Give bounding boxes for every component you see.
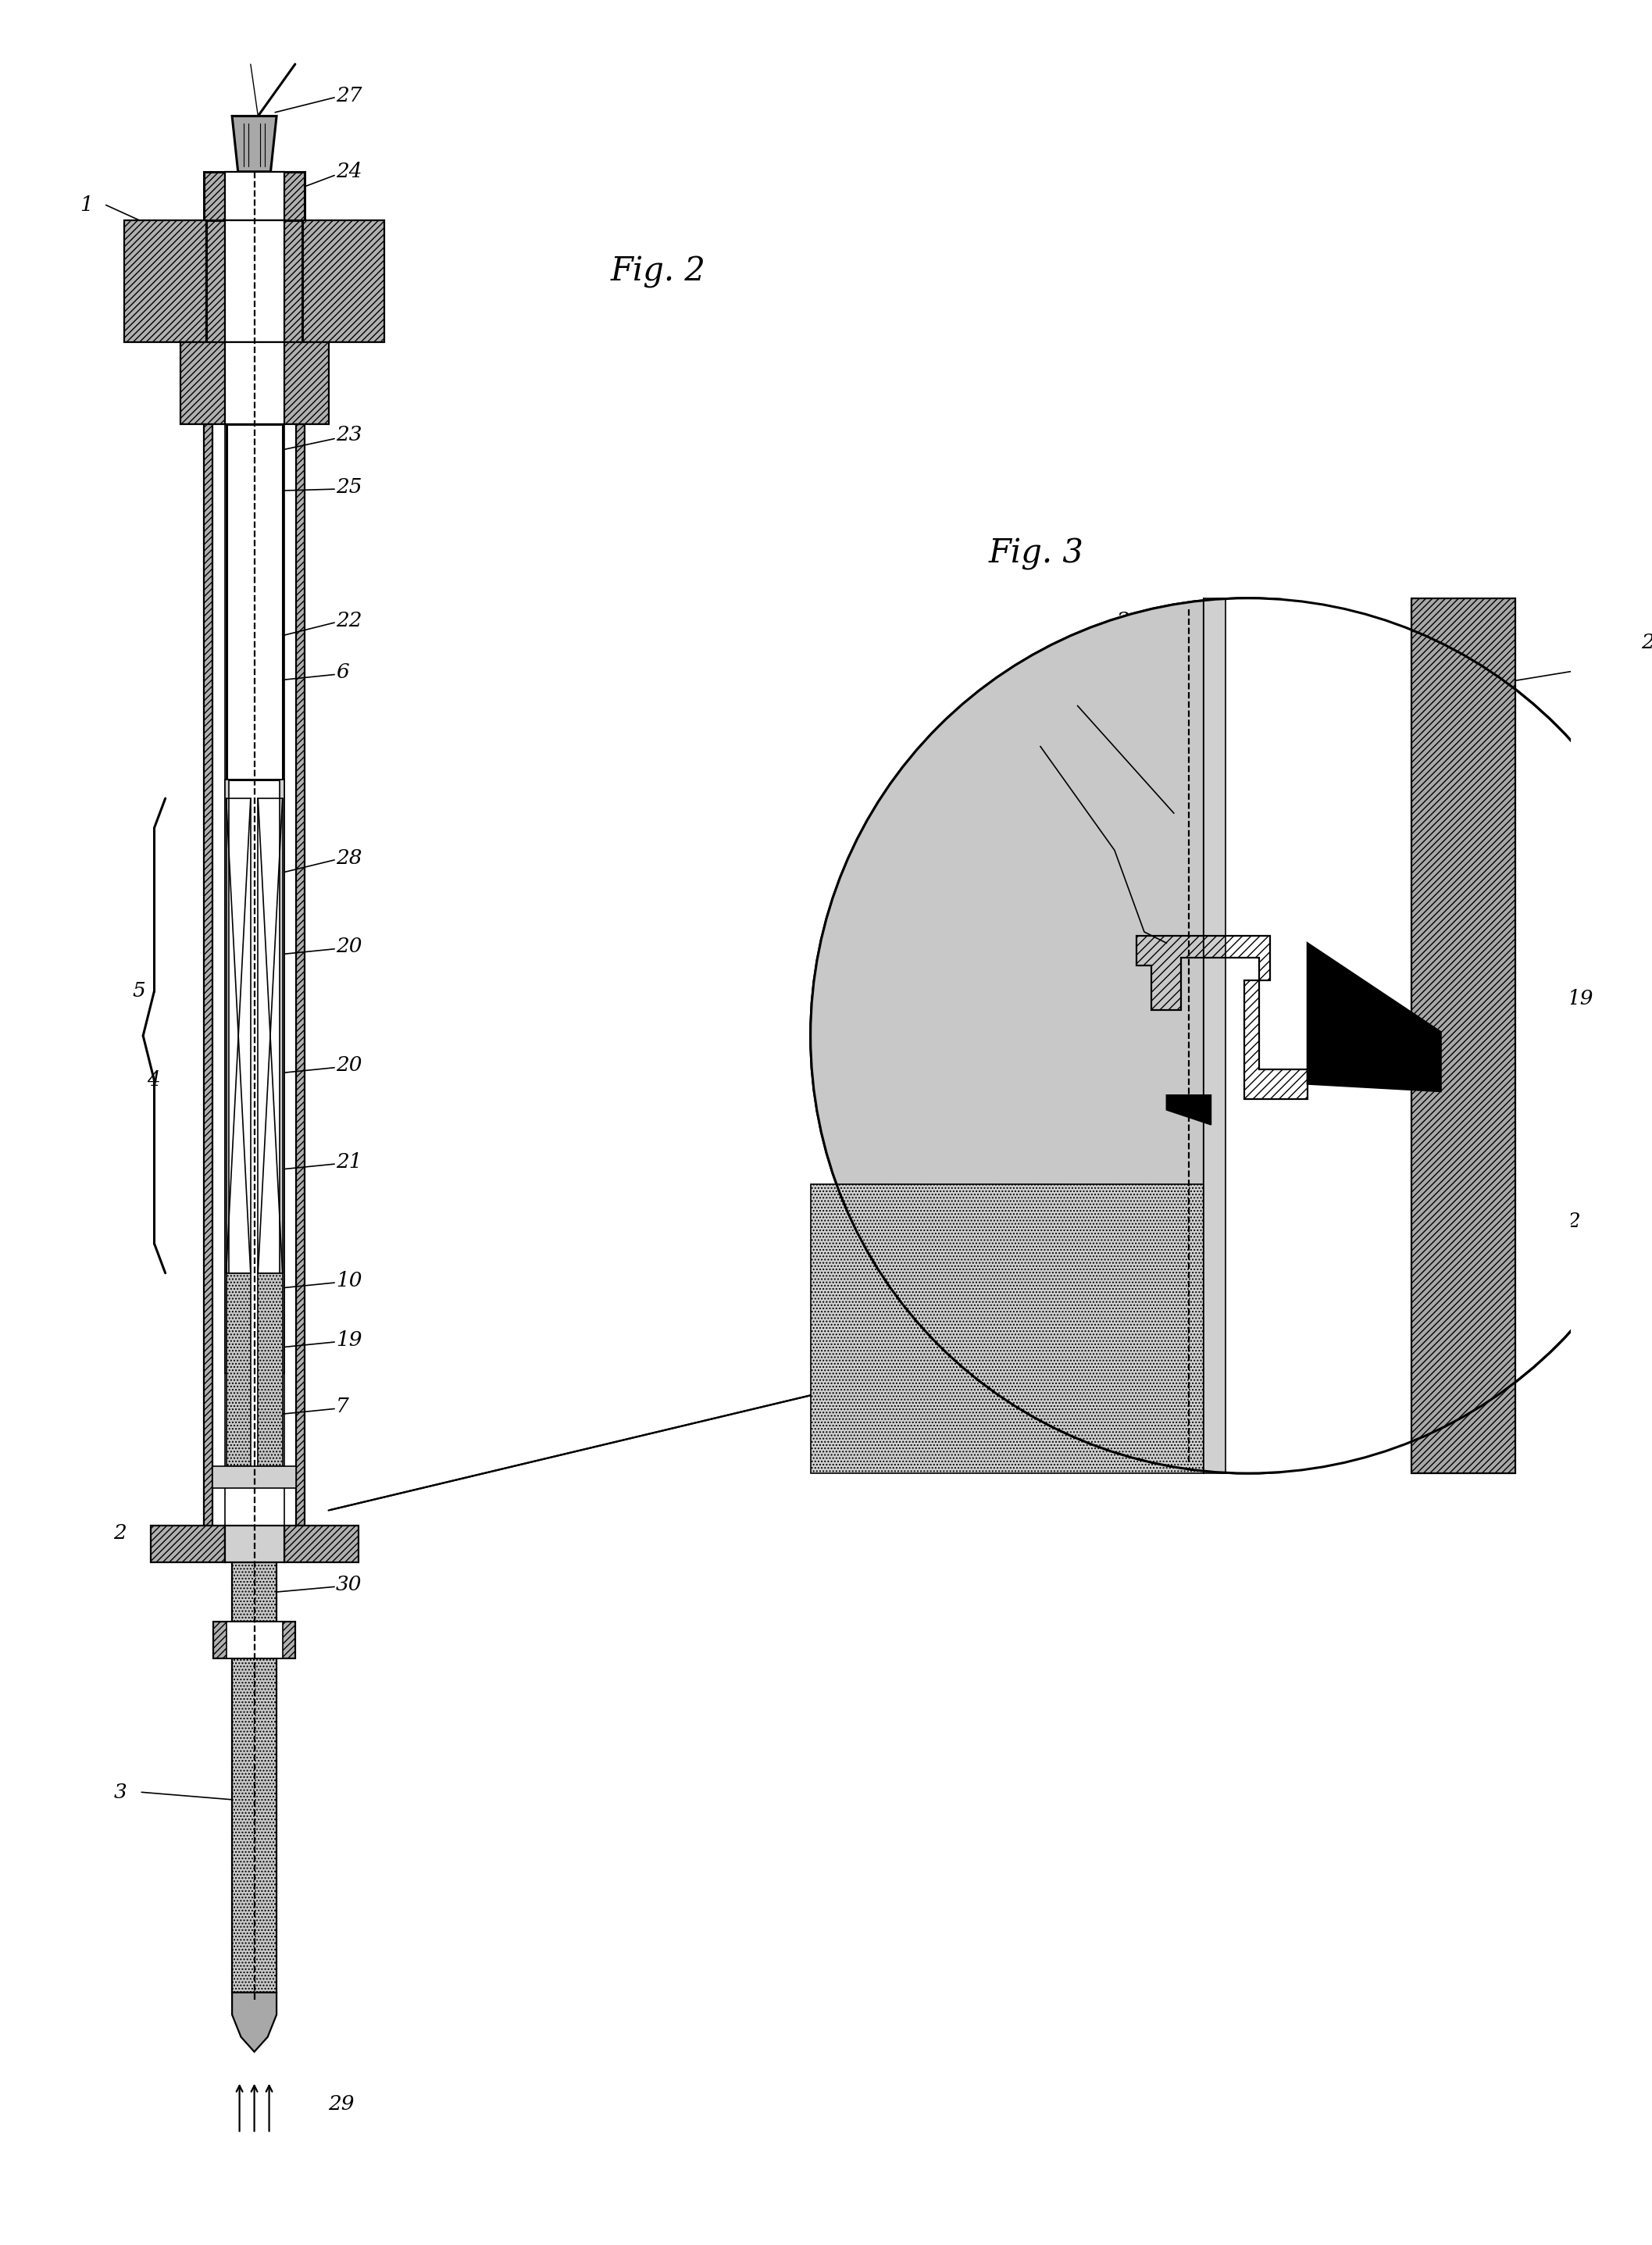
Polygon shape bbox=[231, 1994, 276, 2052]
Bar bbox=[226, 1273, 251, 1466]
Text: 22: 22 bbox=[335, 611, 362, 631]
Text: 23: 23 bbox=[335, 424, 362, 445]
Bar bbox=[1204, 597, 1411, 1473]
Bar bbox=[213, 424, 296, 1524]
Bar bbox=[1411, 597, 1515, 1473]
Bar bbox=[1204, 597, 1226, 1473]
Bar bbox=[150, 1524, 225, 1563]
Polygon shape bbox=[1166, 1096, 1211, 1125]
Bar bbox=[225, 1524, 284, 1563]
Text: 19: 19 bbox=[335, 1329, 362, 1349]
Bar bbox=[281, 341, 329, 424]
Bar bbox=[213, 1466, 296, 1488]
Text: 30: 30 bbox=[335, 1574, 362, 1594]
Bar bbox=[811, 1183, 1204, 1473]
Text: 9: 9 bbox=[1056, 1111, 1069, 1131]
Bar bbox=[225, 220, 284, 341]
Text: 20: 20 bbox=[1640, 633, 1652, 653]
Circle shape bbox=[811, 597, 1652, 1473]
Bar bbox=[296, 424, 304, 1524]
Text: 5: 5 bbox=[132, 981, 145, 1001]
Text: 1: 1 bbox=[79, 195, 93, 216]
Bar bbox=[180, 341, 228, 424]
Polygon shape bbox=[231, 117, 276, 171]
Text: 24: 24 bbox=[335, 162, 362, 182]
Text: 7: 7 bbox=[335, 1396, 349, 1417]
Text: 3: 3 bbox=[1175, 1309, 1188, 1327]
Bar bbox=[203, 424, 213, 1524]
Text: 12: 12 bbox=[996, 714, 1023, 734]
Wedge shape bbox=[811, 597, 1247, 1473]
Bar bbox=[124, 220, 206, 341]
Bar bbox=[302, 220, 385, 341]
Text: Fig. 2: Fig. 2 bbox=[610, 256, 705, 287]
Bar bbox=[258, 1273, 282, 1466]
Text: 25: 25 bbox=[335, 478, 362, 496]
Text: 27: 27 bbox=[335, 85, 362, 106]
Bar bbox=[225, 171, 284, 220]
Bar bbox=[226, 424, 282, 779]
Text: 3: 3 bbox=[114, 1783, 127, 1803]
Text: 10: 10 bbox=[1330, 844, 1356, 864]
Text: Fig. 3: Fig. 3 bbox=[988, 537, 1084, 570]
Text: 28: 28 bbox=[335, 849, 362, 867]
Bar bbox=[279, 779, 284, 1374]
Text: 20: 20 bbox=[335, 936, 362, 956]
Bar bbox=[226, 1621, 282, 1659]
Text: 7: 7 bbox=[1041, 956, 1054, 974]
Bar bbox=[213, 1621, 296, 1659]
Text: 11: 11 bbox=[1247, 1105, 1274, 1122]
Bar bbox=[284, 1524, 358, 1563]
Text: 19: 19 bbox=[1568, 988, 1593, 1008]
Text: 20: 20 bbox=[1117, 611, 1143, 631]
Bar bbox=[225, 341, 284, 424]
Text: 16: 16 bbox=[1196, 1271, 1222, 1291]
Bar bbox=[231, 1563, 276, 1621]
Text: 6: 6 bbox=[335, 662, 349, 682]
Polygon shape bbox=[1307, 943, 1441, 1091]
Text: 4: 4 bbox=[147, 1071, 160, 1091]
Text: 6: 6 bbox=[1300, 649, 1313, 667]
Bar bbox=[225, 779, 230, 1374]
Bar bbox=[206, 220, 302, 341]
Bar bbox=[203, 171, 304, 220]
Text: 21: 21 bbox=[335, 1152, 362, 1172]
Text: 29: 29 bbox=[329, 2095, 355, 2113]
Text: 2: 2 bbox=[1568, 1212, 1579, 1230]
Text: 2: 2 bbox=[114, 1522, 127, 1542]
Text: 20: 20 bbox=[335, 1055, 362, 1075]
Bar bbox=[231, 1659, 276, 1994]
Text: 4: 4 bbox=[1070, 685, 1084, 705]
Text: 8: 8 bbox=[1062, 981, 1075, 1001]
Text: 10: 10 bbox=[335, 1271, 362, 1291]
